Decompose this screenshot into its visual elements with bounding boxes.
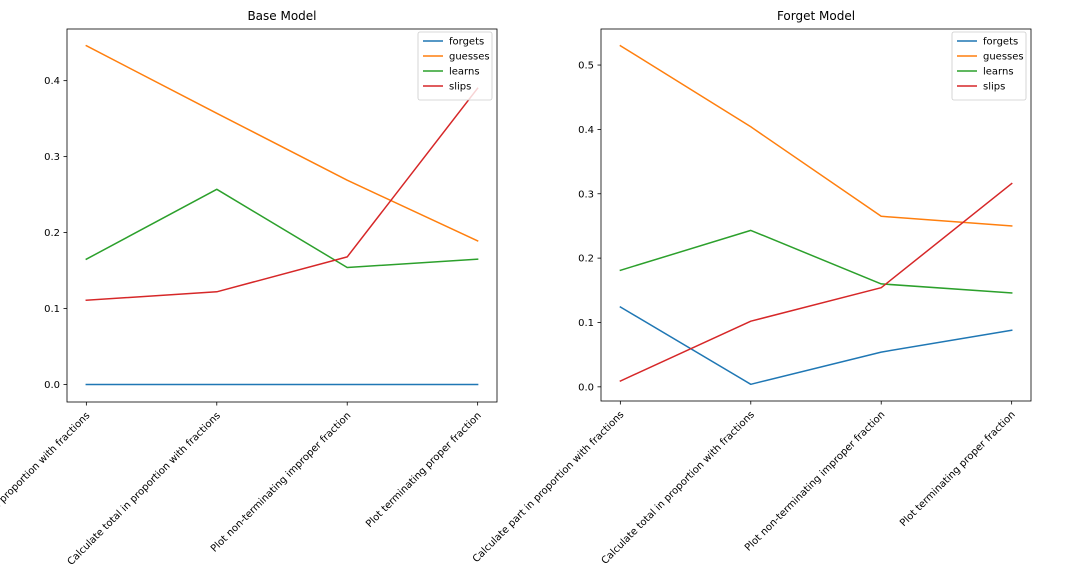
chart-1: Base Model 0.0 0.1 0.2 0.3 0.4 Calculate part … [0, 9, 498, 568]
series-line-forgets [619, 305, 1013, 386]
y-tick-label: 0.4 [578, 125, 594, 136]
y-tick-label: 0.1 [578, 318, 594, 329]
legend-label-slips: slips [983, 82, 1005, 93]
y-tick-label: 0.2 [578, 254, 594, 265]
legend-label-slips: slips [449, 82, 471, 93]
x-tick-label: Calculate part in proportion with fracti… [471, 409, 627, 565]
x-tick-label: Plot non-terminating improper fraction [209, 410, 353, 554]
plot-frame [600, 28, 1032, 402]
legend-box [417, 31, 493, 101]
legend-label-forgets: forgets [449, 37, 484, 48]
x-tick-label: Calculate total in proportion with fract… [66, 410, 223, 567]
x-tick-label: Plot terminating proper fraction [364, 410, 484, 530]
y-tick-label: 0.0 [578, 382, 594, 393]
series-line-slips [619, 182, 1013, 382]
series-line-learns [619, 229, 1013, 294]
series-line-guesses [619, 44, 1013, 227]
series-line-slips [85, 87, 479, 301]
y-tick-label: 0.4 [44, 76, 60, 87]
chart-2: Forget Model 0.0 0.1 0.2 0.3 0.4 0.5 Calculate … [471, 9, 1032, 567]
legend: forgets guesses learns slips [417, 31, 493, 101]
x-tick-label: Calculate part in proportion with fracti… [0, 410, 92, 566]
plot-frame [66, 28, 498, 403]
legend: forgets guesses learns slips [951, 31, 1027, 101]
y-tick-label: 0.3 [578, 189, 594, 200]
series-line-guesses [85, 44, 479, 242]
y-tick-label: 0.2 [44, 228, 60, 239]
x-tick-label: Calculate total in proportion with fract… [600, 409, 757, 566]
legend-label-learns: learns [449, 67, 480, 78]
x-tick-label: Plot non-terminating improper fraction [743, 409, 887, 553]
legend-label-guesses: guesses [449, 52, 490, 63]
legend-label-guesses: guesses [983, 52, 1024, 63]
y-tick-label: 0.3 [44, 152, 60, 163]
legend-label-forgets: forgets [983, 37, 1018, 48]
chart-title: Base Model [247, 9, 316, 23]
y-tick-label: 0.0 [44, 380, 60, 391]
legend-label-learns: learns [983, 67, 1014, 78]
series-line-learns [85, 188, 479, 269]
chart-title: Forget Model [777, 9, 855, 23]
x-tick-label: Plot terminating proper fraction [898, 409, 1018, 529]
legend-box [951, 31, 1027, 101]
y-tick-label: 0.5 [578, 61, 594, 72]
y-tick-label: 0.1 [44, 304, 60, 315]
